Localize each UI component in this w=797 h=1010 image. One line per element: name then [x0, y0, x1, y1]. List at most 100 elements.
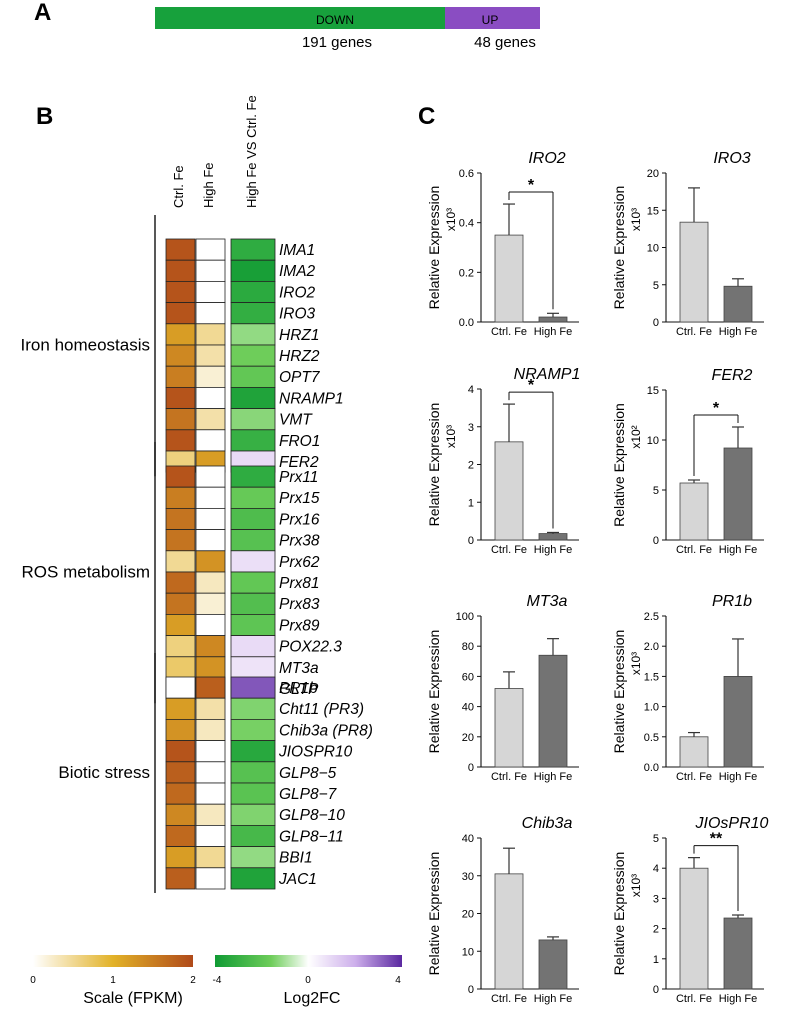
- heatmap-cell-lfc: [230, 719, 276, 742]
- chart-title: Chib3a: [522, 815, 573, 832]
- panel-a-summary: DOWN UP 191 genes 48 genes: [155, 7, 540, 51]
- bar: [723, 285, 753, 323]
- gene-label: Prx38: [279, 533, 320, 550]
- bar: [723, 447, 753, 541]
- y-multiplier: x10³: [629, 208, 643, 231]
- heatmap-cell-ctrl: [165, 656, 196, 679]
- y-multiplier: x10³: [444, 208, 458, 231]
- y-tick-label: 20: [647, 168, 659, 180]
- y-tick-label: 10: [462, 946, 474, 958]
- heatmap-cell-high: [195, 592, 226, 615]
- heatmap-cell-ctrl: [165, 465, 196, 488]
- y-tick-label: 60: [462, 671, 474, 683]
- heatmap-cell-ctrl: [165, 635, 196, 658]
- y-tick-label: 0.0: [459, 317, 474, 329]
- gene-label: Prx16: [279, 511, 320, 528]
- heatmap-cell-lfc: [230, 507, 276, 530]
- significance-mark: *: [528, 377, 535, 394]
- gene-label: IRO3: [279, 306, 316, 323]
- y-tick-label: 0: [468, 535, 474, 547]
- x-tick-label: Ctrl. Fe: [676, 771, 712, 783]
- x-tick-label: High Fe: [719, 544, 758, 556]
- heatmap: Ctrl. Fe High Fe High Fe VS Ctrl. FeIMA1IM…: [21, 95, 373, 893]
- y-axis-label: Relative Expression: [611, 403, 627, 527]
- heatmap-cell-high: [195, 614, 226, 637]
- y-tick-label: 3: [468, 422, 474, 434]
- up-bar: [445, 7, 540, 29]
- heatmap-cell-high: [195, 507, 226, 530]
- heatmap-cell-lfc: [230, 550, 276, 573]
- chart-title: JIOsPR10: [695, 815, 769, 832]
- heatmap-cell-high: [195, 486, 226, 509]
- heatmap-cell-ctrl: [165, 697, 196, 720]
- y-tick-label: 40: [462, 833, 474, 845]
- heatmap-cell-lfc: [230, 825, 276, 848]
- heatmap-cell-ctrl: [165, 719, 196, 742]
- heatmap-cell-high: [195, 740, 226, 763]
- y-axis-label: Relative Expression: [611, 630, 627, 754]
- heatmap-cell-lfc: [230, 592, 276, 615]
- heatmap-cell-ctrl: [165, 429, 196, 452]
- y-tick-label: 20: [462, 732, 474, 744]
- y-tick-label: 1: [653, 954, 659, 966]
- heatmap-cell-high: [195, 344, 226, 367]
- heatmap-cell-high: [195, 719, 226, 742]
- bar: [679, 221, 709, 323]
- bar: [679, 736, 709, 768]
- gene-label: IMA2: [279, 263, 316, 280]
- y-tick-label: 20: [462, 909, 474, 921]
- heatmap-cell-ctrl: [165, 323, 196, 346]
- heatmap-cell-lfc: [230, 386, 276, 409]
- column-header: High Fe VS Ctrl. Fe: [244, 95, 259, 208]
- bar: [538, 316, 568, 323]
- bar-chart-nramp1: 0 1 2 3 4 Ctrl. Fe High Fe *NRAMP1 Relative Expr…: [426, 366, 580, 556]
- x-tick-label: High Fe: [534, 326, 573, 338]
- up-count: 48 genes: [474, 34, 536, 51]
- x-tick-label: High Fe: [534, 771, 573, 783]
- heatmap-cell-ctrl: [165, 571, 196, 594]
- bar-chart-iro3: 0 5 10 15 20 Ctrl. Fe High Fe IRO3 Relative Expr…: [611, 150, 764, 338]
- y-tick-label: 1: [468, 497, 474, 509]
- heatmap-cell-high: [195, 571, 226, 594]
- y-axis-label: Relative Expression: [426, 630, 442, 754]
- gene-label: HRZ2: [279, 348, 320, 365]
- heatmap-cell-high: [195, 429, 226, 452]
- x-tick-label: High Fe: [719, 326, 758, 338]
- heatmap-cell-high: [195, 280, 226, 303]
- heatmap-cell-ctrl: [165, 507, 196, 530]
- y-tick-label: 0.5: [644, 732, 659, 744]
- heatmap-cell-ctrl: [165, 614, 196, 637]
- y-tick-label: 5: [653, 833, 659, 845]
- heatmap-cell-lfc: [230, 429, 276, 452]
- gene-label: NRAMP1: [279, 390, 344, 407]
- heatmap-cell-high: [195, 465, 226, 488]
- y-tick-label: 0.0: [644, 762, 659, 774]
- panel-label-a: A: [34, 0, 51, 26]
- gene-label: IMA1: [279, 242, 315, 259]
- y-tick-label: 0: [653, 984, 659, 996]
- heatmap-cell-lfc: [230, 614, 276, 637]
- heatmap-cell-lfc: [230, 761, 276, 784]
- y-multiplier: x10³: [629, 874, 643, 897]
- heatmap-group: PR1b Cht11 (PR3) Chib3a (PR8) JIOSPR10 GLP8−…: [58, 653, 373, 893]
- x-tick-label: Ctrl. Fe: [491, 544, 527, 556]
- gene-label: Prx83: [279, 596, 320, 613]
- gene-label: Prx81: [279, 575, 320, 592]
- x-tick-label: High Fe: [534, 993, 573, 1005]
- heatmap-cell-lfc: [230, 259, 276, 282]
- bar-chart-mt3a: 0 20 40 60 80 100 Ctrl. Fe High Fe MT3a Relative …: [426, 593, 579, 783]
- y-multiplier: x10²: [629, 425, 643, 448]
- column-header: High Fe: [201, 162, 216, 208]
- y-tick-label: 4: [468, 384, 474, 396]
- gene-label: Cht11 (PR3): [279, 701, 364, 718]
- heatmap-cell-ctrl: [165, 592, 196, 615]
- down-count: 191 genes: [302, 34, 372, 51]
- lfc-tick: -4: [213, 975, 222, 986]
- heatmap-cell-lfc: [230, 365, 276, 388]
- y-tick-label: 1.0: [644, 702, 659, 714]
- heatmap-cell-high: [195, 238, 226, 261]
- heatmap-cell-ctrl: [165, 365, 196, 388]
- bar: [494, 873, 524, 990]
- fpkm-tick: 0: [30, 975, 36, 986]
- heatmap-cell-high: [195, 323, 226, 346]
